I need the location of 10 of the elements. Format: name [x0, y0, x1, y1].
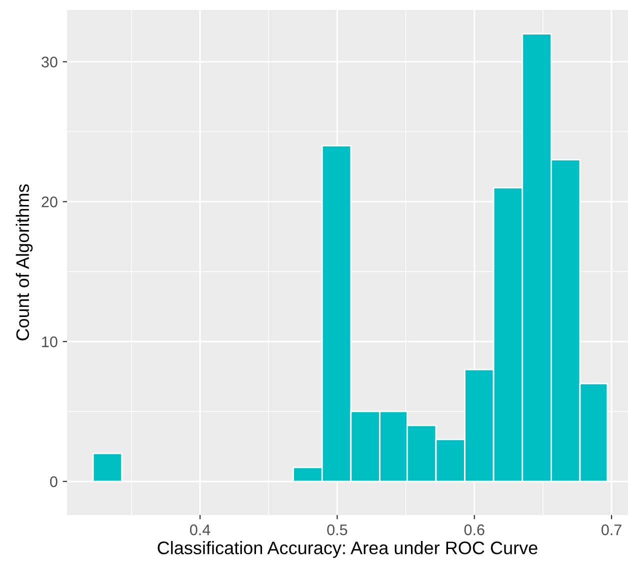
y-tick-label: 30 — [42, 56, 58, 68]
x-tick-label: 0.7 — [602, 524, 622, 536]
x-tick-label: 0.4 — [190, 524, 210, 536]
y-tick-label: 0 — [50, 476, 58, 488]
y-tick-label: 10 — [42, 336, 58, 348]
x-tick-label: 0.5 — [327, 524, 348, 536]
y-axis-title: Count of Algorithms — [16, 184, 33, 340]
y-tick-label: 20 — [42, 196, 58, 208]
x-axis-title: Classification Accuracy: Area under ROC Curve — [158, 541, 538, 558]
x-tick-label: 0.6 — [464, 524, 484, 536]
